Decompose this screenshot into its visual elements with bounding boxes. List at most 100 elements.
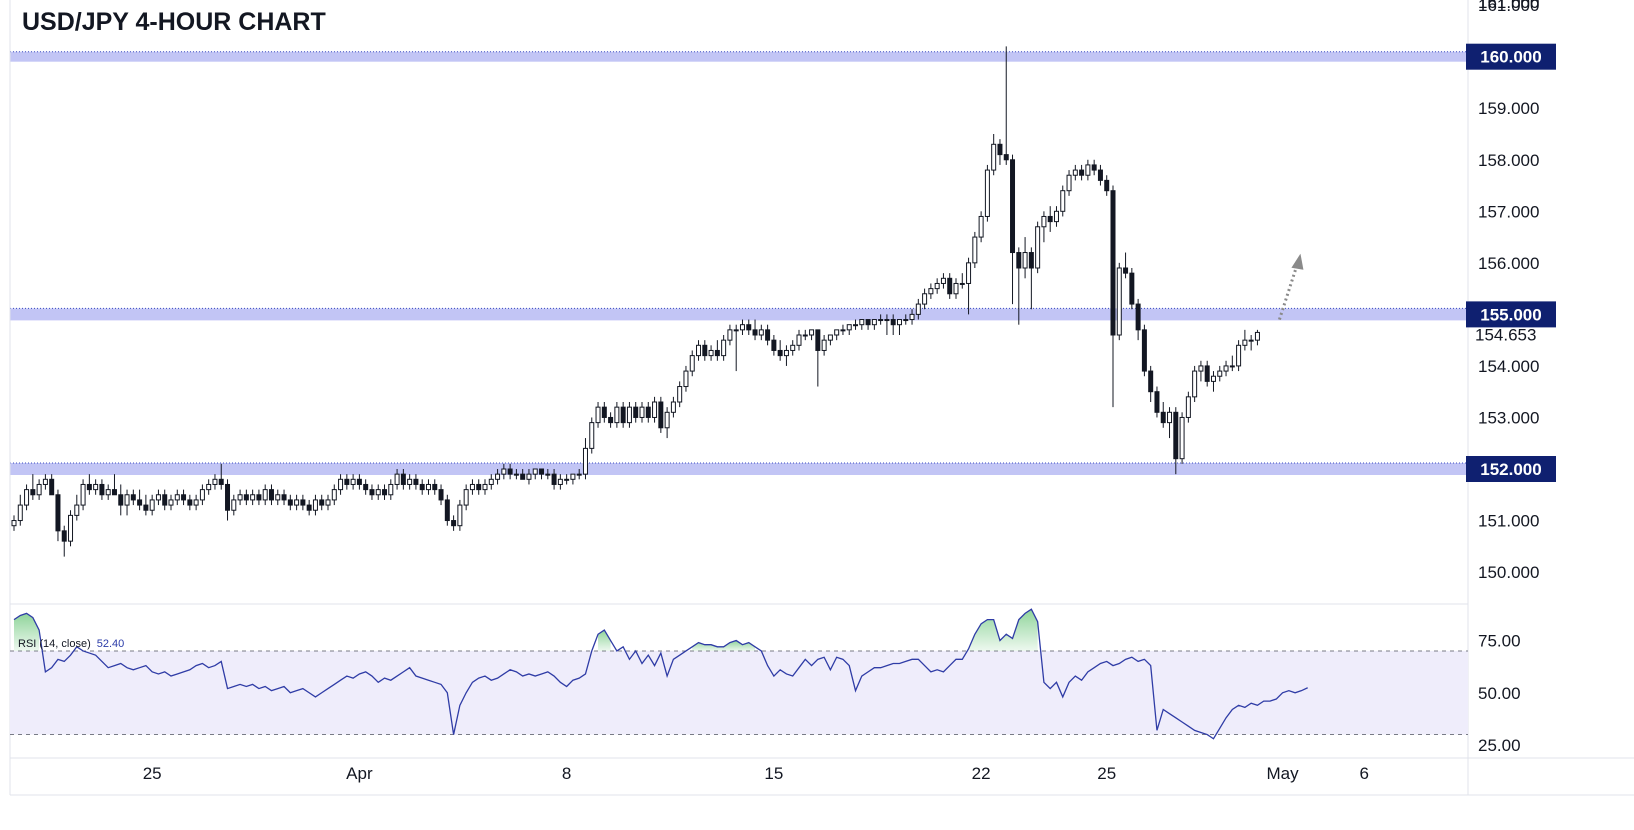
candle xyxy=(187,494,193,511)
candle-body xyxy=(601,406,607,418)
candle xyxy=(658,396,664,433)
candle-body xyxy=(1085,164,1091,176)
candle-body xyxy=(959,282,965,285)
candle xyxy=(783,345,789,366)
candle xyxy=(319,494,325,511)
candle-body xyxy=(1129,272,1135,305)
candle xyxy=(212,474,218,490)
candle xyxy=(432,479,438,495)
candle-body xyxy=(1110,190,1116,336)
candle xyxy=(482,479,488,495)
candle xyxy=(551,469,557,490)
candle xyxy=(1072,164,1078,181)
candle xyxy=(620,402,626,428)
candle-body xyxy=(1022,252,1028,269)
candle xyxy=(262,484,268,506)
candle xyxy=(193,494,199,511)
candle xyxy=(884,314,890,335)
candle-body xyxy=(137,499,143,506)
candle-body xyxy=(74,504,80,516)
candle-body xyxy=(382,489,388,496)
candle-body xyxy=(344,478,350,485)
candle-body xyxy=(488,478,494,485)
candle-body xyxy=(645,406,651,418)
candle-body xyxy=(181,494,187,501)
candle-body xyxy=(545,473,551,476)
candle-body xyxy=(281,494,287,501)
candle-body xyxy=(444,499,450,522)
candle xyxy=(199,484,205,506)
candle xyxy=(1079,164,1085,181)
rsi-legend-value: 52.40 xyxy=(96,638,125,650)
candle xyxy=(1097,164,1103,186)
candle xyxy=(124,489,130,516)
candle-body xyxy=(1217,370,1223,377)
chart-title: USD/JPY 4-HOUR CHART xyxy=(22,8,326,36)
candle xyxy=(281,489,287,506)
candle-body xyxy=(915,303,921,315)
candle-body xyxy=(564,478,570,481)
candle xyxy=(225,479,231,521)
candle-body xyxy=(356,478,362,485)
last-price-label: 154.653 xyxy=(1475,325,1536,344)
candle xyxy=(105,484,111,500)
candle-body xyxy=(1104,179,1110,192)
rsi-overbought-fill xyxy=(968,609,1038,651)
candle xyxy=(520,469,526,480)
candle-body xyxy=(727,329,733,341)
candle-body xyxy=(859,319,865,326)
candle xyxy=(1041,211,1047,243)
candle-body xyxy=(24,489,30,506)
candle-body xyxy=(93,483,99,491)
candle-body xyxy=(878,319,884,322)
candle xyxy=(639,402,645,423)
candle xyxy=(231,494,237,516)
candle xyxy=(143,494,149,516)
candle xyxy=(827,334,833,346)
candle-body xyxy=(42,478,48,485)
level-price-tag xyxy=(1466,301,1556,328)
candle-body xyxy=(1035,226,1041,269)
candle xyxy=(1254,329,1260,346)
candle xyxy=(1141,324,1147,377)
candle xyxy=(708,345,714,361)
candle xyxy=(469,479,475,495)
candle-body xyxy=(1179,416,1185,460)
candle-body xyxy=(256,494,262,501)
candle xyxy=(1110,185,1116,408)
candle-body xyxy=(413,478,419,485)
candle xyxy=(670,396,676,418)
candle-body xyxy=(1016,252,1022,269)
price-tick-label: 153.000 xyxy=(1478,408,1539,427)
candle-body xyxy=(149,499,155,511)
candle xyxy=(953,278,959,299)
candle-body xyxy=(438,489,444,501)
candle xyxy=(1242,329,1248,351)
candle-body xyxy=(991,143,997,171)
candle-body xyxy=(55,494,61,532)
candle-body xyxy=(1204,365,1210,382)
candle xyxy=(80,479,86,511)
candle xyxy=(626,402,632,428)
candle xyxy=(896,319,902,335)
projection-arrow-head xyxy=(1291,253,1304,270)
candle-body xyxy=(890,319,896,326)
price-tick-label: 161.000 xyxy=(1478,0,1539,12)
candle-body xyxy=(853,324,859,327)
candle xyxy=(570,473,576,485)
candle-body xyxy=(1248,339,1254,342)
candle xyxy=(1010,154,1016,305)
candle-body xyxy=(689,355,695,372)
candle-body xyxy=(482,483,488,491)
candle-body xyxy=(1141,329,1147,372)
level-price-tag xyxy=(1466,456,1556,482)
candle-body xyxy=(658,401,664,429)
candle xyxy=(86,474,92,495)
candle xyxy=(250,489,256,506)
candle-body xyxy=(608,416,614,424)
candle xyxy=(338,474,344,495)
candle-body xyxy=(231,499,237,511)
candle xyxy=(476,479,482,495)
candle-body xyxy=(1192,370,1198,398)
